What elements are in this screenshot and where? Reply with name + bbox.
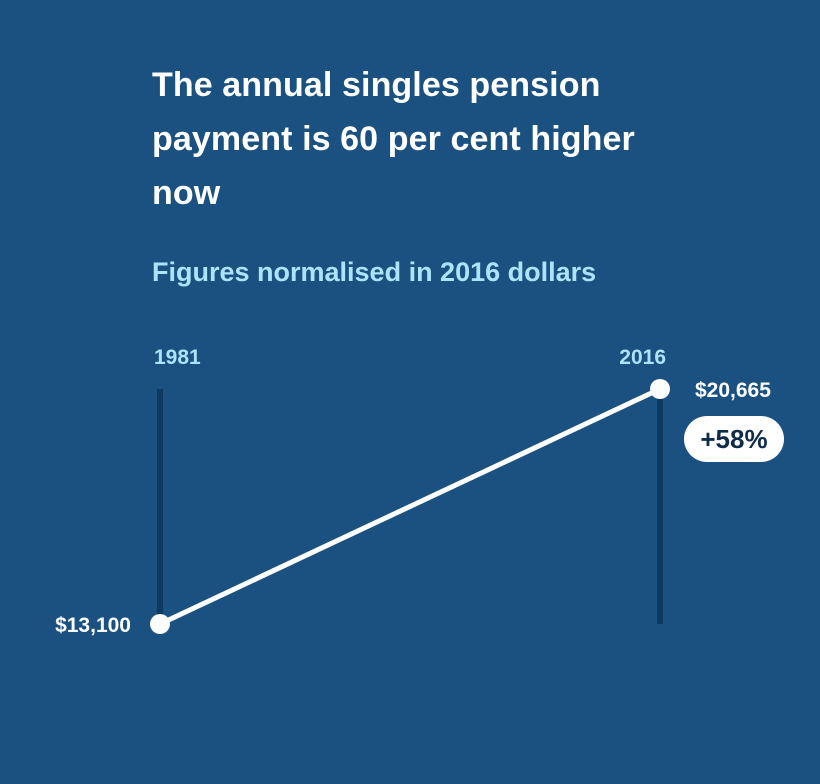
x-tick-label-2016: 2016 [619, 346, 666, 369]
series-line [157, 386, 663, 627]
value-label-1981: $13,100 [55, 614, 131, 637]
data-point-1981 [150, 614, 170, 634]
data-point-2016 [650, 379, 670, 399]
change-badge [684, 416, 784, 462]
change-badge-label: +58% [700, 424, 767, 454]
value-label-2016: $20,665 [695, 379, 771, 402]
x-tick-label-1981: 1981 [154, 346, 201, 369]
chart-subtitle: Figures normalised in 2016 dollars [152, 257, 597, 287]
chart-title: The annual singles pension payment is 60… [152, 66, 635, 212]
